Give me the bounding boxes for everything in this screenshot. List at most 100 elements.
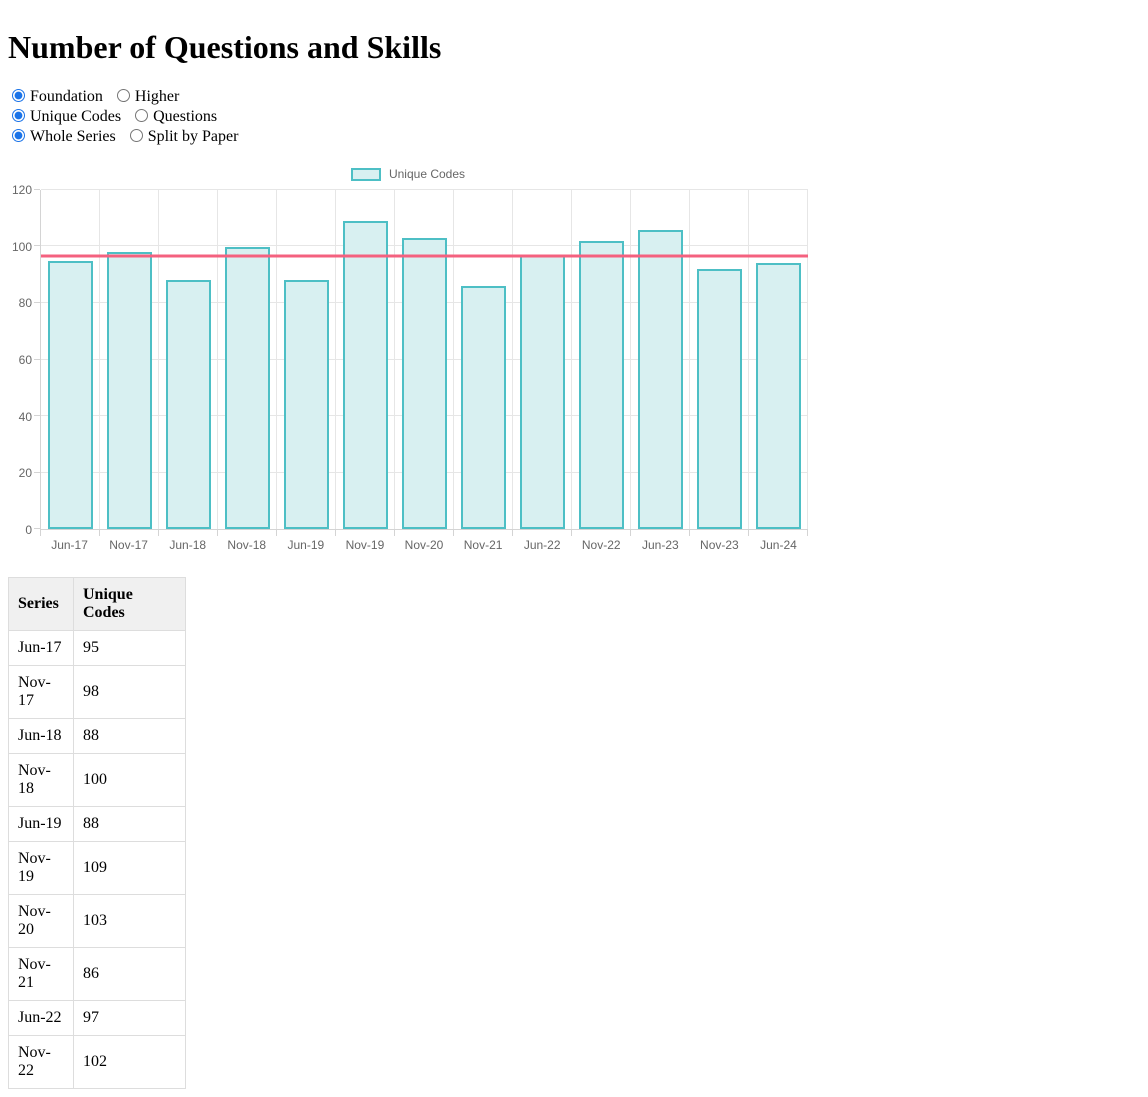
bar-slot-jun-17 bbox=[41, 190, 100, 529]
y-tick-label-0: 0 bbox=[25, 523, 32, 537]
bar-jun-19 bbox=[283, 280, 330, 529]
table-row-nov-19: Nov-19 109 bbox=[8, 841, 186, 895]
value-cell: 100 bbox=[73, 753, 186, 807]
bar-slot-nov-23 bbox=[690, 190, 749, 529]
series-cell: Jun-17 bbox=[8, 630, 74, 666]
data-table: Series Unique Codes Jun-17 95 Nov-17 98 Jun-1… bbox=[8, 577, 186, 1089]
y-tick-80 bbox=[34, 301, 40, 303]
bar-nov-17 bbox=[106, 252, 153, 529]
bar-nov-18 bbox=[224, 246, 271, 529]
bar-nov-20 bbox=[401, 238, 448, 529]
radio-option-label: Questions bbox=[153, 108, 218, 125]
x-tick bbox=[217, 530, 218, 536]
x-tick-label-jun-22: Jun-22 bbox=[523, 538, 561, 552]
v-gridline bbox=[511, 190, 513, 529]
x-tick-label-nov-21: Nov-21 bbox=[463, 538, 503, 552]
x-tick-label-jun-23: Jun-23 bbox=[641, 538, 679, 552]
radio-input-split-by-paper[interactable] bbox=[129, 129, 143, 142]
radio-input-higher[interactable] bbox=[116, 89, 130, 102]
x-tick-label-jun-17: Jun-17 bbox=[51, 538, 88, 552]
table-row-jun-19: Jun-19 88 bbox=[8, 806, 186, 842]
radio-option-higher[interactable]: Higher bbox=[113, 88, 179, 105]
radio-option-foundation[interactable]: Foundation bbox=[8, 88, 103, 105]
value-cell: 109 bbox=[73, 841, 186, 895]
value-cell: 88 bbox=[73, 806, 186, 842]
x-tick-label-jun-18: Jun-18 bbox=[169, 538, 207, 552]
x-tick bbox=[275, 530, 277, 536]
page-title: Number of Questions and Skills bbox=[8, 29, 442, 65]
plot-wrap: 0 20 40 60 80 100 120 bbox=[8, 183, 808, 537]
table-header-row: Series Unique Codes bbox=[8, 577, 186, 631]
value-cell: 86 bbox=[73, 947, 186, 1001]
y-tick-label-80: 80 bbox=[18, 296, 32, 311]
bar-slot-jun-18 bbox=[159, 190, 218, 529]
radio-option-label: Unique Codes bbox=[30, 108, 122, 125]
x-tick-label-nov-23: Nov-23 bbox=[700, 538, 739, 552]
table-row-nov-17: Nov-17 98 bbox=[8, 665, 186, 719]
bar-slot-nov-20 bbox=[395, 190, 454, 529]
y-tick-40 bbox=[34, 414, 40, 416]
radio-input-whole-series[interactable] bbox=[12, 129, 25, 142]
chart-legend: Unique Codes bbox=[8, 167, 808, 181]
x-tick-label-jun-24: Jun-24 bbox=[760, 538, 797, 552]
series-cell: Nov-19 bbox=[8, 841, 74, 895]
x-tick-label-nov-22: Nov-22 bbox=[581, 538, 621, 552]
legend-swatch bbox=[350, 167, 381, 181]
series-cell: Jun-18 bbox=[8, 718, 74, 754]
radio-option-label: Whole Series bbox=[30, 128, 116, 145]
radio-option-split-by-paper[interactable]: Split by Paper bbox=[126, 128, 239, 145]
x-tick bbox=[807, 530, 808, 536]
bar-jun-24 bbox=[755, 263, 802, 529]
table-row-jun-22: Jun-22 97 bbox=[8, 1000, 186, 1036]
v-gridline bbox=[98, 190, 100, 529]
v-gridline bbox=[630, 190, 631, 529]
table-body: Jun-17 95 Nov-17 98 Jun-18 88 Nov-18 100 Jun-19 8… bbox=[8, 630, 186, 1089]
series-cell: Nov-18 bbox=[8, 753, 74, 807]
radio-input-questions[interactable] bbox=[135, 109, 149, 122]
x-tick-label-nov-19: Nov-19 bbox=[345, 538, 385, 552]
bar-jun-17 bbox=[47, 260, 94, 529]
legend-item-unique-codes[interactable]: Unique Codes bbox=[350, 167, 465, 181]
radio-option-label: Split by Paper bbox=[147, 128, 239, 145]
bar-slot-nov-19 bbox=[336, 190, 395, 529]
v-gridline bbox=[217, 190, 218, 529]
y-tick-label-60: 60 bbox=[18, 353, 32, 367]
table-row-nov-20: Nov-20 103 bbox=[8, 894, 186, 948]
bar-slot-jun-22 bbox=[513, 190, 572, 529]
x-tick bbox=[40, 530, 41, 536]
table-row-jun-18: Jun-18 88 bbox=[8, 718, 186, 754]
radio-input-unique-codes[interactable] bbox=[12, 109, 25, 122]
y-tick-60 bbox=[34, 358, 40, 360]
y-tick-label-100: 100 bbox=[11, 239, 32, 254]
y-tick-20 bbox=[34, 471, 40, 473]
radio-option-unique-codes[interactable]: Unique Codes bbox=[8, 108, 121, 125]
radio-groups: Foundation Higher Unique Codes Questions Who… bbox=[8, 87, 1140, 147]
bar-jun-23 bbox=[637, 229, 684, 529]
value-cell: 103 bbox=[73, 894, 186, 948]
table-col-header-unique-codes: Unique Codes bbox=[73, 577, 186, 631]
radio-group-tier: Foundation Higher bbox=[8, 87, 1140, 107]
bar-slot-nov-21 bbox=[454, 190, 513, 529]
radio-option-questions[interactable]: Questions bbox=[131, 108, 217, 125]
table-head: Series Unique Codes bbox=[8, 577, 186, 631]
x-tick bbox=[570, 530, 572, 536]
y-tick-120 bbox=[34, 189, 40, 190]
value-cell: 88 bbox=[73, 718, 186, 754]
bar-jun-18 bbox=[165, 280, 212, 529]
bar-slot-nov-22 bbox=[572, 190, 631, 529]
series-cell: Jun-19 bbox=[8, 806, 74, 842]
y-axis-labels: 0 20 40 60 80 100 120 bbox=[8, 183, 40, 537]
v-gridline bbox=[394, 190, 395, 529]
radio-option-whole-series[interactable]: Whole Series bbox=[8, 128, 116, 145]
bar-slot-nov-17 bbox=[100, 190, 159, 529]
value-cell: 97 bbox=[73, 1000, 186, 1036]
v-gridline bbox=[452, 190, 454, 529]
bar-slot-nov-18 bbox=[218, 190, 277, 529]
radio-input-foundation[interactable] bbox=[12, 89, 25, 102]
v-gridline bbox=[275, 190, 277, 529]
series-cell: Nov-20 bbox=[8, 894, 74, 948]
chart: Unique Codes 0 20 40 60 80 100 120 Jun-17 Nov-1… bbox=[8, 167, 808, 553]
y-tick-label-120: 120 bbox=[11, 183, 32, 197]
table-col-header-series: Series bbox=[8, 577, 74, 631]
